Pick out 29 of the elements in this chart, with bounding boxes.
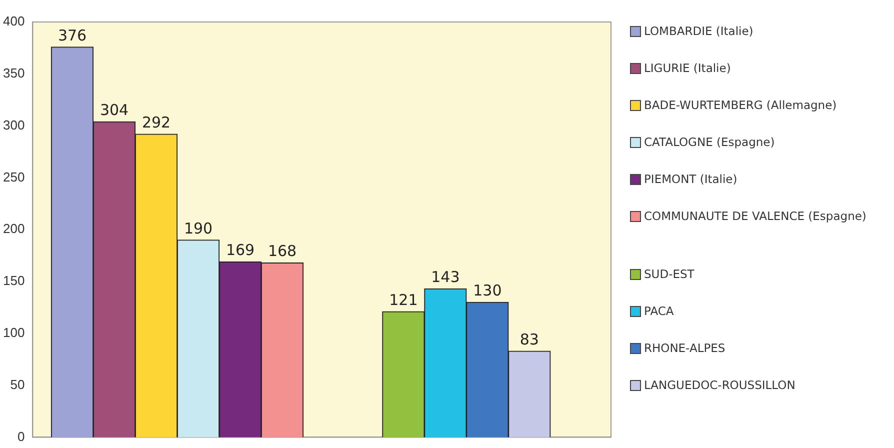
data-label: 304 bbox=[100, 101, 129, 120]
legend-label: LIGURIE (Italie) bbox=[644, 61, 731, 75]
data-label: 143 bbox=[431, 268, 460, 286]
y-tick-label: 50 bbox=[10, 376, 25, 392]
data-label: 130 bbox=[473, 282, 502, 300]
data-label: 169 bbox=[226, 241, 255, 260]
y-tick-label: 150 bbox=[2, 273, 25, 288]
legend-label: PIEMONT (Italie) bbox=[644, 172, 738, 186]
legend-label: LANGUEDOC-ROUSSILLON bbox=[644, 378, 796, 392]
legend-label: RHONE-ALPES bbox=[644, 341, 726, 355]
legend-label: LOMBARDIE (Italie) bbox=[644, 24, 754, 38]
data-label: 121 bbox=[389, 290, 418, 309]
y-tick-label: 200 bbox=[2, 221, 25, 236]
y-tick-label: 300 bbox=[2, 117, 25, 132]
y-tick-label: 250 bbox=[2, 169, 25, 184]
legend-label: CATALOGNE (Espagne) bbox=[644, 135, 775, 149]
data-label: 83 bbox=[520, 330, 539, 348]
data-label: 190 bbox=[184, 219, 213, 238]
legend-label: BADE-WURTEMBERG (Allemagne) bbox=[644, 98, 837, 112]
y-tick-label: 100 bbox=[2, 324, 25, 340]
legend-label: COMMUNAUTE DE VALENCE (Espagne) bbox=[644, 209, 866, 223]
data-label: 292 bbox=[142, 113, 171, 132]
data-label: 168 bbox=[268, 242, 297, 260]
legend-label: PACA bbox=[644, 304, 674, 318]
y-tick-label: 0 bbox=[17, 428, 25, 444]
y-tick-label: 350 bbox=[2, 65, 25, 80]
legend-label: SUD-EST bbox=[644, 267, 694, 281]
y-tick-label: 400 bbox=[2, 14, 25, 29]
data-label: 376 bbox=[58, 26, 87, 44]
